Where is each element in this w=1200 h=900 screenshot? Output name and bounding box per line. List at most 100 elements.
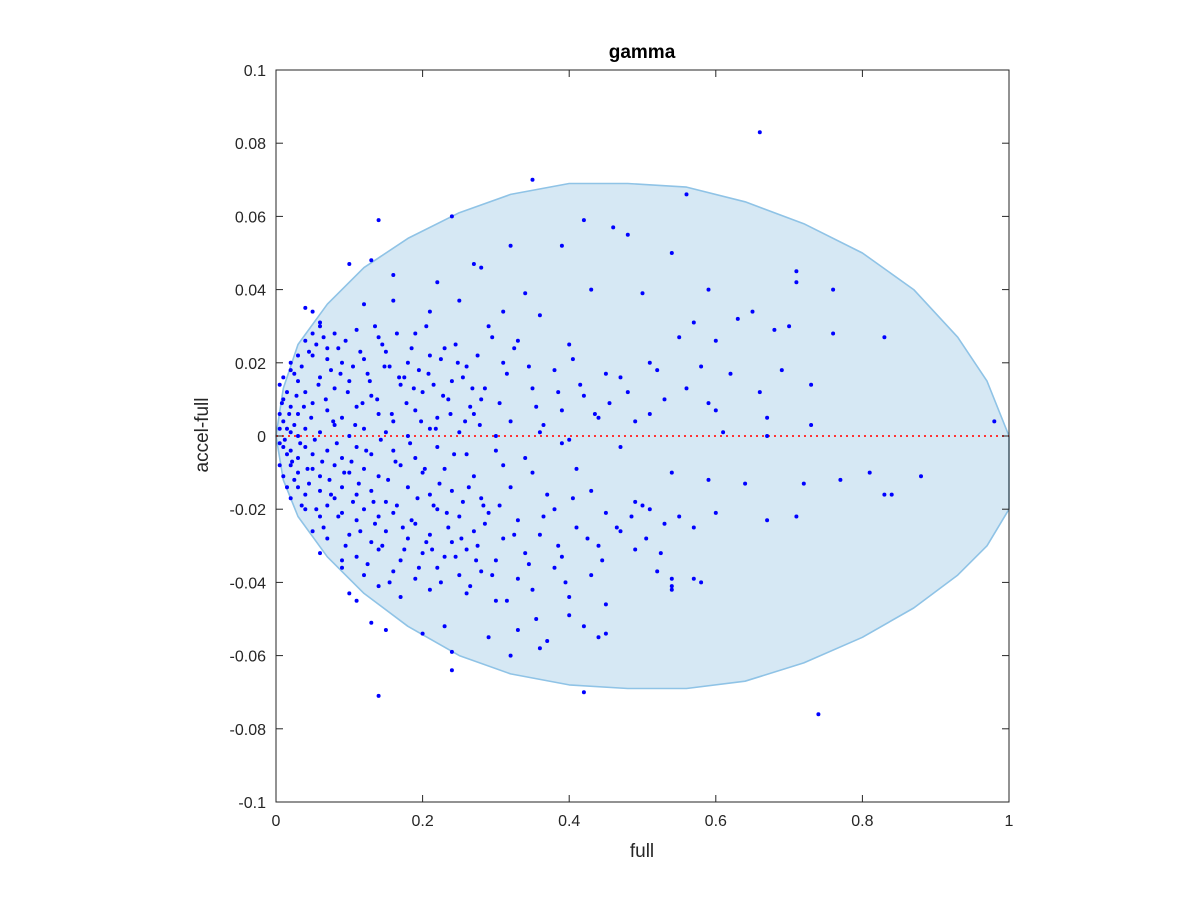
data-point — [493, 448, 498, 453]
data-point — [640, 503, 645, 508]
data-point — [424, 324, 429, 329]
data-point — [479, 496, 484, 501]
data-point — [383, 430, 388, 435]
data-point — [508, 485, 513, 490]
data-point — [508, 243, 513, 248]
data-point — [292, 371, 297, 376]
data-point — [589, 488, 594, 493]
data-point — [479, 265, 484, 270]
data-point — [457, 298, 462, 303]
data-point — [699, 364, 704, 369]
y-tick-label: 0.02 — [235, 356, 266, 373]
data-point — [416, 368, 421, 373]
data-point — [347, 591, 352, 596]
data-point — [329, 368, 333, 373]
data-point — [463, 419, 468, 424]
data-point — [490, 573, 495, 578]
y-tick-label: -0.02 — [230, 502, 267, 519]
data-point — [310, 309, 315, 314]
data-point — [318, 488, 322, 493]
data-point — [310, 466, 315, 471]
data-point — [345, 390, 350, 395]
data-point — [479, 569, 484, 574]
data-point — [713, 338, 718, 343]
data-point — [574, 466, 579, 471]
data-point — [296, 353, 300, 358]
data-point — [479, 397, 484, 402]
y-tick-label: 0.08 — [235, 136, 266, 153]
data-point — [318, 430, 322, 435]
data-point — [596, 415, 601, 420]
data-point — [882, 335, 887, 340]
data-point — [464, 364, 469, 369]
data-point — [427, 353, 432, 358]
data-point — [431, 503, 436, 508]
x-axis-label: full — [630, 841, 654, 862]
data-point — [325, 408, 330, 413]
data-point — [318, 474, 322, 479]
data-point — [466, 485, 471, 490]
data-point — [296, 434, 300, 438]
data-point — [402, 375, 407, 380]
data-point — [386, 477, 391, 482]
data-point — [567, 437, 572, 442]
data-point — [391, 569, 396, 574]
data-point — [523, 456, 528, 460]
data-point — [640, 291, 645, 296]
data-point — [541, 423, 546, 427]
data-point — [354, 445, 359, 449]
data-point — [647, 360, 652, 365]
data-point — [534, 617, 539, 621]
data-point — [288, 448, 293, 453]
data-point — [340, 485, 344, 490]
data-point — [831, 331, 836, 336]
data-point — [285, 485, 289, 490]
data-point — [468, 404, 473, 409]
data-point — [358, 349, 363, 354]
data-point — [629, 514, 634, 519]
data-point — [369, 258, 374, 263]
data-point — [285, 452, 289, 457]
data-point — [765, 434, 770, 438]
data-point — [633, 419, 638, 424]
data-point — [427, 587, 432, 592]
data-point — [420, 551, 425, 556]
data-point — [365, 562, 370, 567]
data-point — [669, 587, 674, 592]
data-point — [310, 353, 315, 358]
data-point — [383, 529, 388, 534]
data-point — [471, 529, 476, 534]
data-point — [318, 320, 322, 325]
data-point — [376, 547, 381, 552]
data-point — [376, 474, 381, 479]
data-point — [351, 499, 355, 504]
data-point — [427, 309, 432, 314]
data-point — [515, 576, 520, 581]
data-point — [625, 232, 630, 237]
data-point — [706, 287, 711, 292]
data-point — [292, 477, 297, 482]
data-point — [296, 485, 300, 490]
data-point — [523, 551, 528, 556]
data-point — [426, 371, 431, 376]
data-point — [316, 382, 321, 387]
data-point — [318, 551, 322, 556]
data-point — [424, 540, 429, 545]
data-point — [296, 379, 300, 384]
data-point — [334, 441, 339, 446]
y-tick-label: -0.1 — [238, 795, 266, 812]
data-point — [398, 558, 403, 563]
data-point — [427, 426, 432, 431]
x-tick-label: 0.6 — [705, 813, 727, 830]
data-point — [647, 507, 652, 512]
data-point — [303, 305, 308, 310]
data-point — [481, 503, 486, 508]
scatter-points — [277, 130, 997, 717]
data-point — [567, 595, 572, 599]
data-point — [526, 562, 531, 567]
y-axis-ticks: -0.1 -0.08 -0.06 -0.04 -0.02 0 0.02 0.04 0.06 0.0… — [230, 63, 1009, 812]
data-point — [380, 342, 385, 347]
data-point — [303, 338, 308, 343]
data-point — [889, 492, 894, 497]
data-point — [515, 338, 520, 343]
